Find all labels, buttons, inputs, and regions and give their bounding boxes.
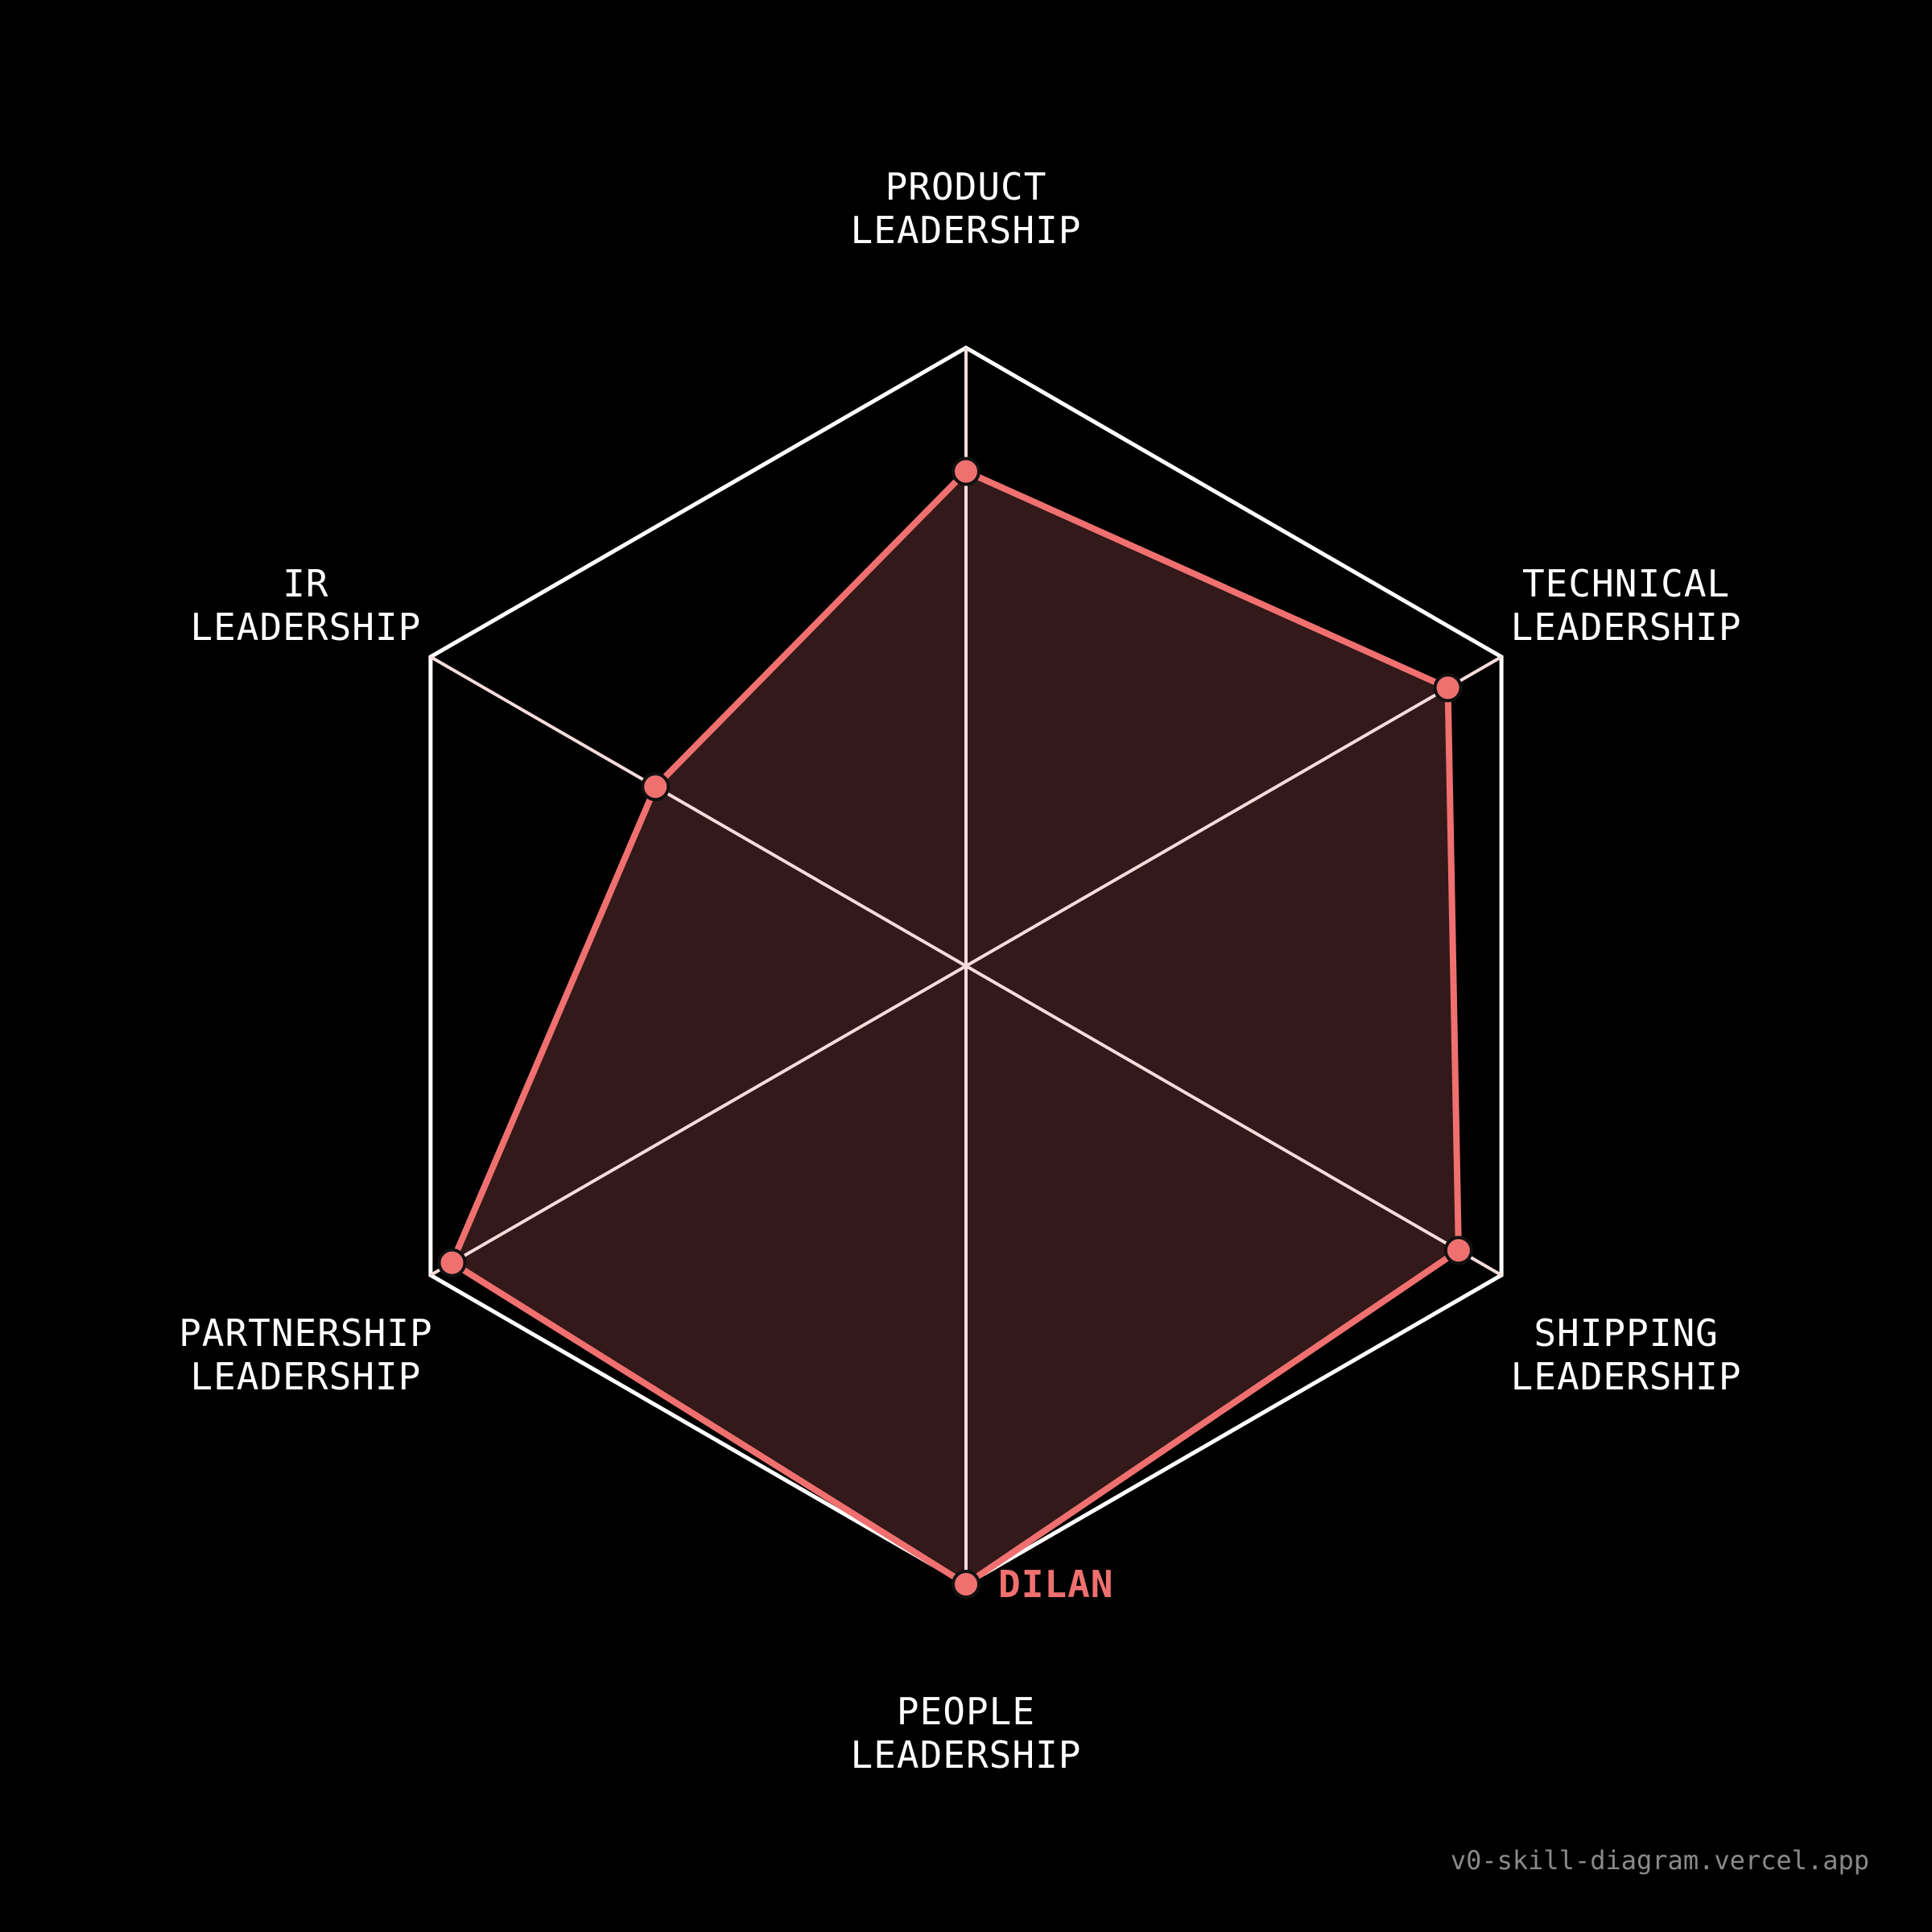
radar-spoke (965, 964, 1503, 1277)
axis-label: TECHNICAL LEADERSHIP (1511, 562, 1742, 649)
series-area-fill (452, 471, 1459, 1584)
data-point (952, 456, 980, 486)
axis-label-line2: LEADERSHIP (851, 1733, 1082, 1777)
radar-spoke (429, 964, 968, 1277)
data-point (952, 1570, 980, 1599)
axis-label: SHIPPING LEADERSHIP (1511, 1311, 1742, 1398)
data-point (1433, 673, 1463, 703)
radar-spoke (965, 655, 1503, 968)
radar-spoke (429, 655, 968, 968)
series-name-label: DILAN (998, 1563, 1113, 1606)
data-point (641, 772, 671, 802)
axis-label-line2: LEADERSHIP (1511, 605, 1742, 649)
axis-label-line2: LEADERSHIP (190, 605, 421, 649)
axis-label: IR LEADERSHIP (190, 562, 421, 649)
axis-label-line2: LEADERSHIP (1511, 1355, 1742, 1398)
axis-label-line1: IR (283, 562, 328, 605)
axis-label: PARTNERSHIP LEADERSHIP (179, 1311, 433, 1398)
axis-label-line1: TECHNICAL (1522, 562, 1730, 605)
axis-label-line2: LEADERSHIP (190, 1355, 421, 1398)
axis-label-line2: LEADERSHIP (851, 208, 1082, 252)
axis-label-line1: PARTNERSHIP (179, 1311, 433, 1355)
axis-label: PRODUCT LEADERSHIP (851, 165, 1082, 252)
footer-url[interactable]: v0-skill-diagram.vercel.app (1450, 1845, 1869, 1876)
axis-label-line1: PRODUCT (886, 165, 1047, 208)
data-point (1443, 1236, 1473, 1265)
axis-label-line1: PEOPLE (897, 1690, 1035, 1733)
axis-label: PEOPLE LEADERSHIP (851, 1690, 1082, 1777)
data-point (437, 1248, 467, 1278)
axis-label-line1: SHIPPING (1534, 1311, 1719, 1355)
